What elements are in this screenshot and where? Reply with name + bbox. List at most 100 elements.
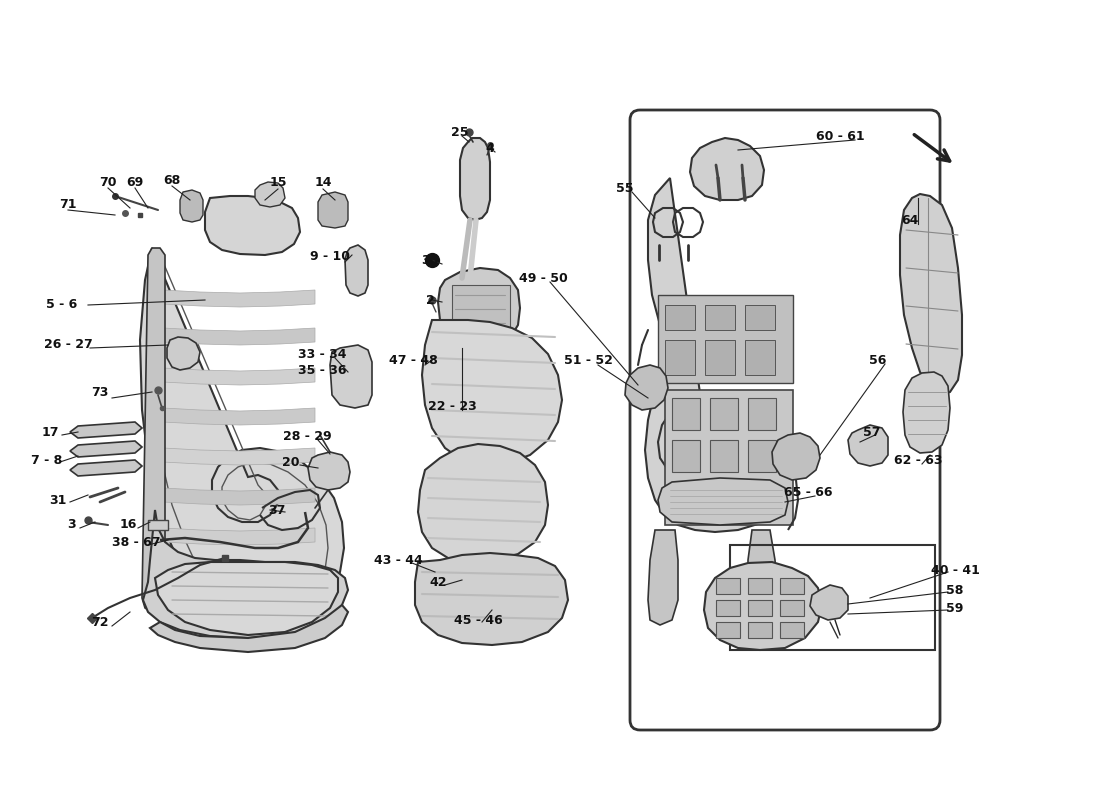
- Bar: [716, 622, 740, 638]
- Polygon shape: [150, 605, 348, 652]
- Bar: [748, 622, 772, 638]
- Polygon shape: [163, 488, 315, 505]
- Text: 7 - 8: 7 - 8: [32, 454, 63, 466]
- Text: 17: 17: [42, 426, 58, 438]
- Polygon shape: [848, 425, 888, 466]
- Text: 62 - 63: 62 - 63: [893, 454, 943, 466]
- Text: 37: 37: [268, 503, 286, 517]
- Text: 56: 56: [869, 354, 887, 366]
- Bar: [780, 578, 804, 594]
- Text: 70: 70: [99, 175, 117, 189]
- Text: 31: 31: [50, 494, 67, 506]
- Polygon shape: [163, 368, 315, 385]
- Polygon shape: [143, 510, 348, 638]
- Polygon shape: [645, 178, 782, 532]
- Polygon shape: [70, 441, 142, 457]
- Polygon shape: [625, 365, 668, 410]
- Bar: [716, 600, 740, 616]
- Text: 69: 69: [126, 175, 144, 189]
- Bar: [666, 390, 793, 525]
- Bar: [452, 285, 510, 337]
- Text: 68: 68: [164, 174, 180, 186]
- Text: 49 - 50: 49 - 50: [518, 271, 568, 285]
- Text: 45 - 46: 45 - 46: [453, 614, 503, 626]
- Polygon shape: [772, 433, 820, 480]
- Bar: [748, 398, 775, 430]
- Bar: [716, 578, 740, 594]
- Polygon shape: [658, 478, 788, 525]
- Bar: [780, 622, 804, 638]
- Text: 28 - 29: 28 - 29: [283, 430, 331, 443]
- Text: 14: 14: [315, 177, 332, 190]
- Polygon shape: [748, 530, 778, 625]
- Polygon shape: [142, 248, 165, 612]
- Bar: [745, 340, 776, 375]
- Bar: [148, 520, 168, 530]
- Polygon shape: [163, 408, 315, 425]
- Polygon shape: [163, 328, 315, 345]
- Polygon shape: [163, 290, 315, 307]
- Bar: [780, 600, 804, 616]
- Polygon shape: [345, 245, 368, 296]
- Bar: [666, 305, 695, 330]
- Text: 40 - 41: 40 - 41: [931, 563, 979, 577]
- Polygon shape: [163, 528, 315, 545]
- Polygon shape: [810, 585, 848, 620]
- Polygon shape: [648, 530, 678, 625]
- Polygon shape: [308, 452, 350, 490]
- Text: 9 - 10: 9 - 10: [310, 250, 350, 263]
- Text: 64: 64: [901, 214, 918, 226]
- Bar: [748, 578, 772, 594]
- Text: 38 - 67: 38 - 67: [112, 537, 161, 550]
- Bar: [748, 600, 772, 616]
- Text: 35 - 36: 35 - 36: [298, 363, 346, 377]
- Text: 72: 72: [91, 617, 109, 630]
- Polygon shape: [70, 460, 142, 476]
- Text: 47 - 48: 47 - 48: [388, 354, 438, 366]
- Polygon shape: [330, 345, 372, 408]
- Text: 55: 55: [616, 182, 634, 194]
- Polygon shape: [438, 268, 520, 348]
- Bar: [730, 545, 935, 650]
- Text: 60 - 61: 60 - 61: [816, 130, 865, 143]
- Polygon shape: [903, 372, 950, 453]
- Polygon shape: [900, 194, 962, 395]
- Polygon shape: [704, 562, 822, 650]
- Bar: [705, 340, 735, 375]
- Polygon shape: [163, 448, 315, 465]
- Text: 20: 20: [283, 457, 299, 470]
- Text: 43 - 44: 43 - 44: [374, 554, 422, 566]
- Polygon shape: [155, 562, 338, 635]
- Polygon shape: [318, 192, 348, 228]
- Polygon shape: [460, 138, 490, 220]
- Text: 3: 3: [68, 518, 76, 531]
- Text: 57: 57: [864, 426, 881, 438]
- Text: 33 - 34: 33 - 34: [298, 349, 346, 362]
- Polygon shape: [415, 553, 568, 645]
- Text: 65 - 66: 65 - 66: [783, 486, 833, 499]
- Polygon shape: [70, 422, 142, 438]
- Bar: [748, 440, 775, 472]
- Polygon shape: [418, 444, 548, 562]
- Polygon shape: [255, 182, 285, 207]
- Text: 73: 73: [91, 386, 109, 399]
- Bar: [672, 398, 700, 430]
- Polygon shape: [690, 138, 764, 200]
- Polygon shape: [180, 190, 204, 222]
- Text: 25: 25: [451, 126, 469, 138]
- Bar: [745, 305, 776, 330]
- Text: 2: 2: [426, 294, 434, 306]
- Text: 26 - 27: 26 - 27: [44, 338, 92, 351]
- Polygon shape: [167, 337, 200, 370]
- Polygon shape: [422, 320, 562, 465]
- Text: 30: 30: [421, 254, 439, 267]
- Text: 58: 58: [946, 583, 964, 597]
- Bar: [658, 295, 793, 383]
- Bar: [672, 440, 700, 472]
- Text: 51 - 52: 51 - 52: [563, 354, 613, 366]
- Text: 16: 16: [119, 518, 136, 531]
- Polygon shape: [140, 248, 344, 622]
- Text: 5 - 6: 5 - 6: [46, 298, 78, 311]
- Text: 15: 15: [270, 177, 287, 190]
- Bar: [705, 305, 735, 330]
